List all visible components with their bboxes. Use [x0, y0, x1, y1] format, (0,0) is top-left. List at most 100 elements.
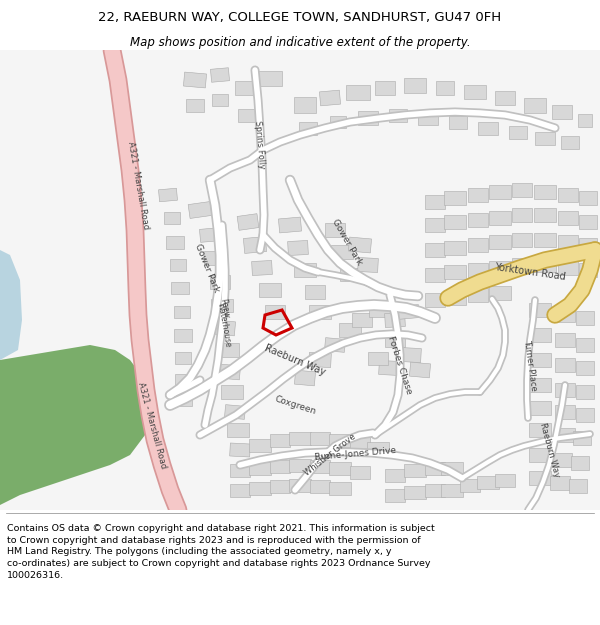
- Bar: [579, 238, 597, 252]
- Bar: [164, 212, 180, 224]
- Bar: [558, 211, 578, 225]
- Bar: [569, 479, 587, 493]
- Bar: [358, 111, 378, 125]
- Bar: [186, 99, 204, 111]
- Bar: [468, 238, 488, 252]
- Text: A321 - Marshall Road: A321 - Marshall Road: [136, 381, 168, 469]
- Bar: [270, 459, 290, 472]
- Bar: [468, 288, 488, 302]
- Bar: [561, 136, 579, 149]
- Bar: [418, 111, 438, 124]
- Bar: [294, 263, 316, 277]
- Bar: [529, 303, 551, 317]
- Text: Coxgreen: Coxgreen: [273, 394, 317, 416]
- Bar: [204, 251, 226, 265]
- Bar: [340, 268, 360, 281]
- Bar: [550, 476, 570, 490]
- Text: Raeburn Way: Raeburn Way: [263, 342, 327, 377]
- Bar: [579, 215, 597, 229]
- Bar: [571, 456, 589, 470]
- Bar: [227, 423, 249, 437]
- Bar: [330, 116, 346, 128]
- Bar: [385, 489, 405, 501]
- Bar: [212, 94, 228, 106]
- Bar: [579, 263, 597, 277]
- Bar: [171, 282, 189, 294]
- Text: Whistler Grove: Whistler Grove: [302, 432, 358, 478]
- Bar: [404, 464, 426, 476]
- Bar: [349, 237, 371, 253]
- Bar: [188, 201, 212, 219]
- Bar: [174, 306, 190, 318]
- Bar: [249, 461, 271, 474]
- Bar: [350, 466, 370, 479]
- Bar: [449, 116, 467, 129]
- Bar: [441, 461, 463, 474]
- Bar: [310, 479, 330, 492]
- Bar: [224, 404, 245, 419]
- Bar: [211, 68, 230, 82]
- Bar: [309, 305, 331, 319]
- Bar: [325, 223, 345, 237]
- Text: Yorktown Road: Yorktown Road: [494, 262, 566, 282]
- Bar: [210, 275, 230, 289]
- Bar: [369, 303, 391, 317]
- Bar: [555, 383, 575, 397]
- Bar: [529, 448, 551, 462]
- Bar: [404, 78, 426, 92]
- Bar: [214, 320, 236, 336]
- Bar: [217, 343, 239, 357]
- Bar: [175, 352, 191, 364]
- Bar: [184, 72, 206, 88]
- Bar: [404, 486, 426, 499]
- Bar: [529, 353, 551, 367]
- Text: 22, RAEBURN WAY, COLLEGE TOWN, SANDHURST, GU47 0FH: 22, RAEBURN WAY, COLLEGE TOWN, SANDHURST…: [98, 11, 502, 24]
- Bar: [350, 436, 370, 449]
- Bar: [534, 185, 556, 199]
- Bar: [576, 385, 594, 399]
- Bar: [389, 109, 407, 121]
- Bar: [579, 191, 597, 205]
- Bar: [524, 98, 546, 112]
- Bar: [310, 459, 330, 472]
- Bar: [529, 471, 551, 485]
- Bar: [489, 286, 511, 300]
- Bar: [325, 338, 346, 352]
- Polygon shape: [0, 250, 22, 360]
- Bar: [331, 245, 353, 259]
- Bar: [409, 362, 431, 378]
- Bar: [512, 233, 532, 247]
- Bar: [425, 195, 445, 209]
- Bar: [295, 370, 316, 386]
- Bar: [576, 408, 594, 422]
- Bar: [464, 85, 486, 99]
- Bar: [166, 236, 184, 249]
- Bar: [278, 217, 302, 233]
- Bar: [176, 394, 192, 406]
- Text: Peew: Peew: [218, 298, 230, 319]
- Bar: [555, 333, 575, 347]
- Bar: [425, 484, 445, 496]
- Bar: [529, 401, 551, 415]
- Bar: [158, 188, 178, 202]
- Bar: [249, 439, 271, 451]
- Bar: [512, 258, 532, 272]
- Bar: [425, 461, 445, 474]
- Bar: [385, 312, 406, 328]
- Bar: [441, 484, 463, 496]
- Bar: [555, 308, 575, 322]
- Bar: [478, 121, 498, 134]
- Bar: [425, 268, 445, 282]
- Bar: [489, 211, 511, 225]
- Bar: [358, 258, 379, 272]
- Bar: [558, 188, 578, 202]
- Bar: [329, 481, 351, 494]
- Bar: [555, 428, 575, 442]
- Bar: [294, 97, 316, 113]
- Bar: [555, 405, 575, 419]
- Bar: [555, 358, 575, 372]
- Bar: [270, 434, 290, 446]
- Bar: [230, 484, 250, 496]
- Bar: [534, 258, 556, 272]
- Bar: [444, 241, 466, 255]
